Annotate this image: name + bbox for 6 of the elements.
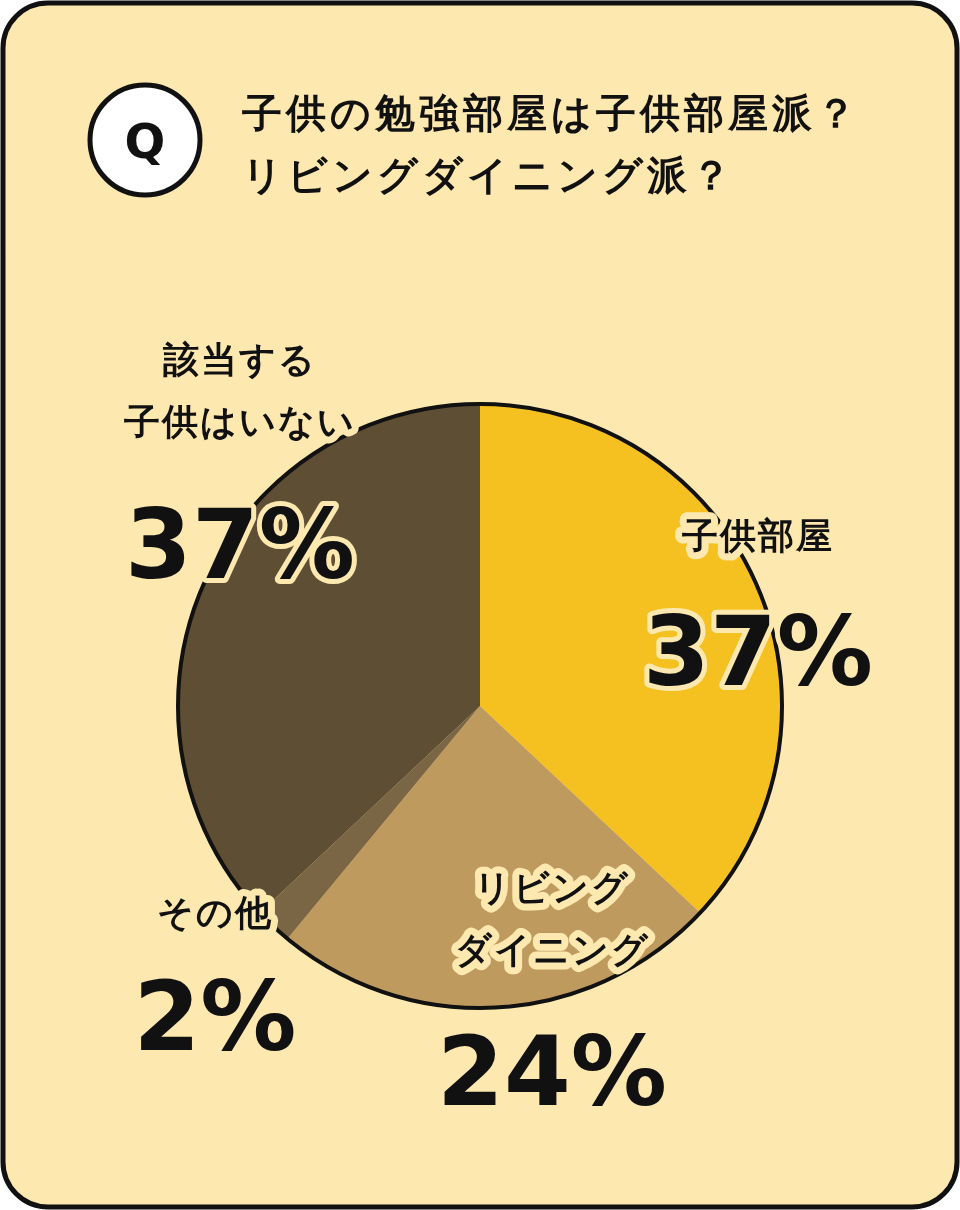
chart-subtitle: リビングダイニング派？ bbox=[242, 152, 735, 198]
data-label: 24% bbox=[437, 1016, 667, 1128]
slice-label: 該当する子供はいない bbox=[124, 339, 356, 442]
text: Q bbox=[124, 113, 166, 169]
data-label: 2% bbox=[133, 961, 297, 1073]
chart-title: 子供の勉強部屋は子供部屋派？ bbox=[241, 90, 860, 136]
